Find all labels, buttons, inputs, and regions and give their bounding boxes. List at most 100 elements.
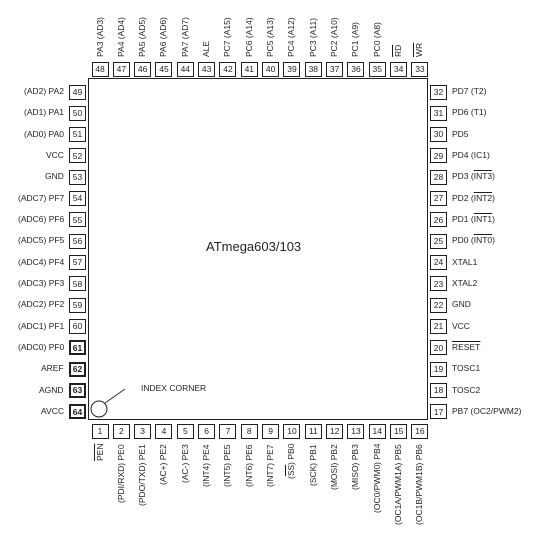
pin-label-8: (INT6) PE6: [243, 444, 254, 487]
pin-number-20: 20: [430, 340, 447, 356]
pin-number-6: 6: [198, 424, 216, 439]
pin-number-58: 58: [69, 276, 86, 292]
pin-label-1: PEN: [94, 443, 105, 461]
pin-label-25: PD0 (INT0): [452, 235, 495, 246]
pin-number-56: 56: [69, 233, 86, 249]
pin-number-16: 16: [411, 424, 429, 439]
pin-label-48: PA3 (AD3): [94, 17, 105, 57]
pin-label-40: PC5 (A13): [265, 17, 276, 57]
pin-number-39: 39: [283, 62, 301, 77]
pin-label-39: PC4 (A12): [286, 17, 297, 57]
pin-label-38: PC3 (A11): [307, 17, 318, 57]
pin-number-40: 40: [262, 62, 280, 77]
pin-label-47: PA4 (AD4): [115, 17, 126, 57]
pin-number-36: 36: [347, 62, 365, 77]
pin-number-23: 23: [430, 276, 447, 292]
pin-number-50: 50: [69, 105, 86, 121]
pin-label-64: AVCC: [41, 405, 64, 416]
pin-number-37: 37: [326, 62, 344, 77]
pin-label-11: (SCK) PB1: [307, 444, 318, 486]
pin-label-44: PA7 (AD7): [179, 17, 190, 57]
pin-number-46: 46: [134, 62, 152, 77]
pin-label-37: PC2 (A10): [329, 17, 340, 57]
pin-label-4: (AC+) PE2: [158, 444, 169, 485]
pin-number-30: 30: [430, 127, 447, 143]
pin-number-9: 9: [262, 424, 280, 439]
pin-number-2: 2: [112, 424, 130, 439]
pin-number-28: 28: [430, 169, 447, 185]
pin-number-47: 47: [112, 62, 130, 77]
pin-number-55: 55: [69, 212, 86, 228]
pin-number-17: 17: [430, 404, 447, 420]
pin-label-5: (AC-) PE3: [179, 444, 190, 483]
pin-label-43: ALE: [201, 40, 212, 57]
pin-number-27: 27: [430, 191, 447, 207]
pin-number-19: 19: [430, 361, 447, 377]
pin-number-42: 42: [219, 62, 237, 77]
pin-label-30: PD5: [452, 128, 469, 139]
pin-label-2: (PDI/RXD) PE0: [115, 444, 126, 503]
pin-number-3: 3: [134, 424, 152, 439]
pin-label-55: (ADC6) PF6: [18, 213, 65, 224]
pin-number-21: 21: [430, 319, 447, 335]
pin-number-43: 43: [198, 62, 216, 77]
pin-number-26: 26: [430, 212, 447, 228]
pin-number-53: 53: [69, 169, 86, 185]
pin-number-63: 63: [69, 383, 86, 399]
pin-number-49: 49: [69, 84, 86, 100]
pin-label-49: (AD2) PA2: [24, 86, 64, 96]
pin-label-3: (PDO/TXD) PE1: [137, 444, 148, 506]
pin-label-19: TOSC1: [452, 363, 481, 374]
pin-number-54: 54: [69, 191, 86, 207]
pin-label-59: (ADC2) PF2: [18, 299, 65, 310]
pin-label-57: (ADC4) PF4: [18, 256, 65, 267]
pin-label-50: (AD1) PA1: [24, 107, 64, 118]
pin-number-7: 7: [219, 424, 237, 439]
pin-label-62: AREF: [41, 363, 64, 374]
pin-number-24: 24: [430, 255, 447, 271]
pin-number-34: 34: [390, 62, 408, 77]
pin-number-41: 41: [240, 62, 258, 77]
pin-number-62: 62: [69, 361, 86, 377]
pin-number-64: 64: [69, 404, 86, 420]
pin-label-27: PD2 (INT2): [452, 192, 495, 203]
pin-label-7: (INT5) PE5: [222, 444, 233, 487]
pin-label-61: (ADC0) PF0: [18, 341, 65, 352]
pin-label-20: RESET: [452, 341, 481, 352]
pin-number-61: 61: [69, 340, 86, 356]
pin-label-10: (SS) PB0: [286, 443, 297, 479]
pin-label-16: (OC1B/PWM1B) PB6: [414, 444, 425, 525]
pin-label-31: PD6 (T1): [452, 107, 487, 118]
pin-label-52: VCC: [46, 149, 64, 160]
pin-label-23: XTAL2: [452, 277, 478, 288]
pin-number-12: 12: [326, 424, 344, 439]
pin-label-21: VCC: [452, 320, 470, 331]
overline-text: INT1: [473, 213, 493, 224]
pin-label-34: RD: [393, 44, 404, 57]
pin-label-36: PC1 (A9): [350, 22, 361, 57]
pin-number-29: 29: [430, 148, 447, 164]
pin-label-53: GND: [45, 171, 64, 182]
index-corner-circle: [90, 400, 108, 418]
chip-body: [88, 78, 428, 420]
pin-number-8: 8: [240, 424, 258, 439]
pin-label-45: PA6 (AD6): [158, 17, 169, 57]
pin-number-59: 59: [69, 297, 86, 313]
pin-number-11: 11: [304, 424, 322, 439]
overline-text: INT3: [473, 171, 493, 182]
pin-label-9: (INT7) PE7: [265, 444, 276, 487]
pin-label-35: PC0 (A8): [371, 22, 382, 57]
pin-label-13: (MISO) PB3: [350, 444, 361, 490]
pin-label-32: PD7 (T2): [452, 86, 487, 96]
pin-number-25: 25: [430, 233, 447, 249]
pin-number-52: 52: [69, 148, 86, 164]
pin-number-51: 51: [69, 127, 86, 143]
pin-label-14: (OC0/PWM0) PB4: [371, 443, 382, 513]
pin-label-6: (INT4) PE4: [201, 444, 212, 487]
pin-label-46: PA5 (AD5): [137, 17, 148, 57]
pin-number-32: 32: [430, 84, 447, 100]
pin-number-13: 13: [347, 424, 365, 439]
pin-number-4: 4: [155, 424, 173, 439]
pin-label-58: (ADC3) PF3: [18, 277, 65, 288]
